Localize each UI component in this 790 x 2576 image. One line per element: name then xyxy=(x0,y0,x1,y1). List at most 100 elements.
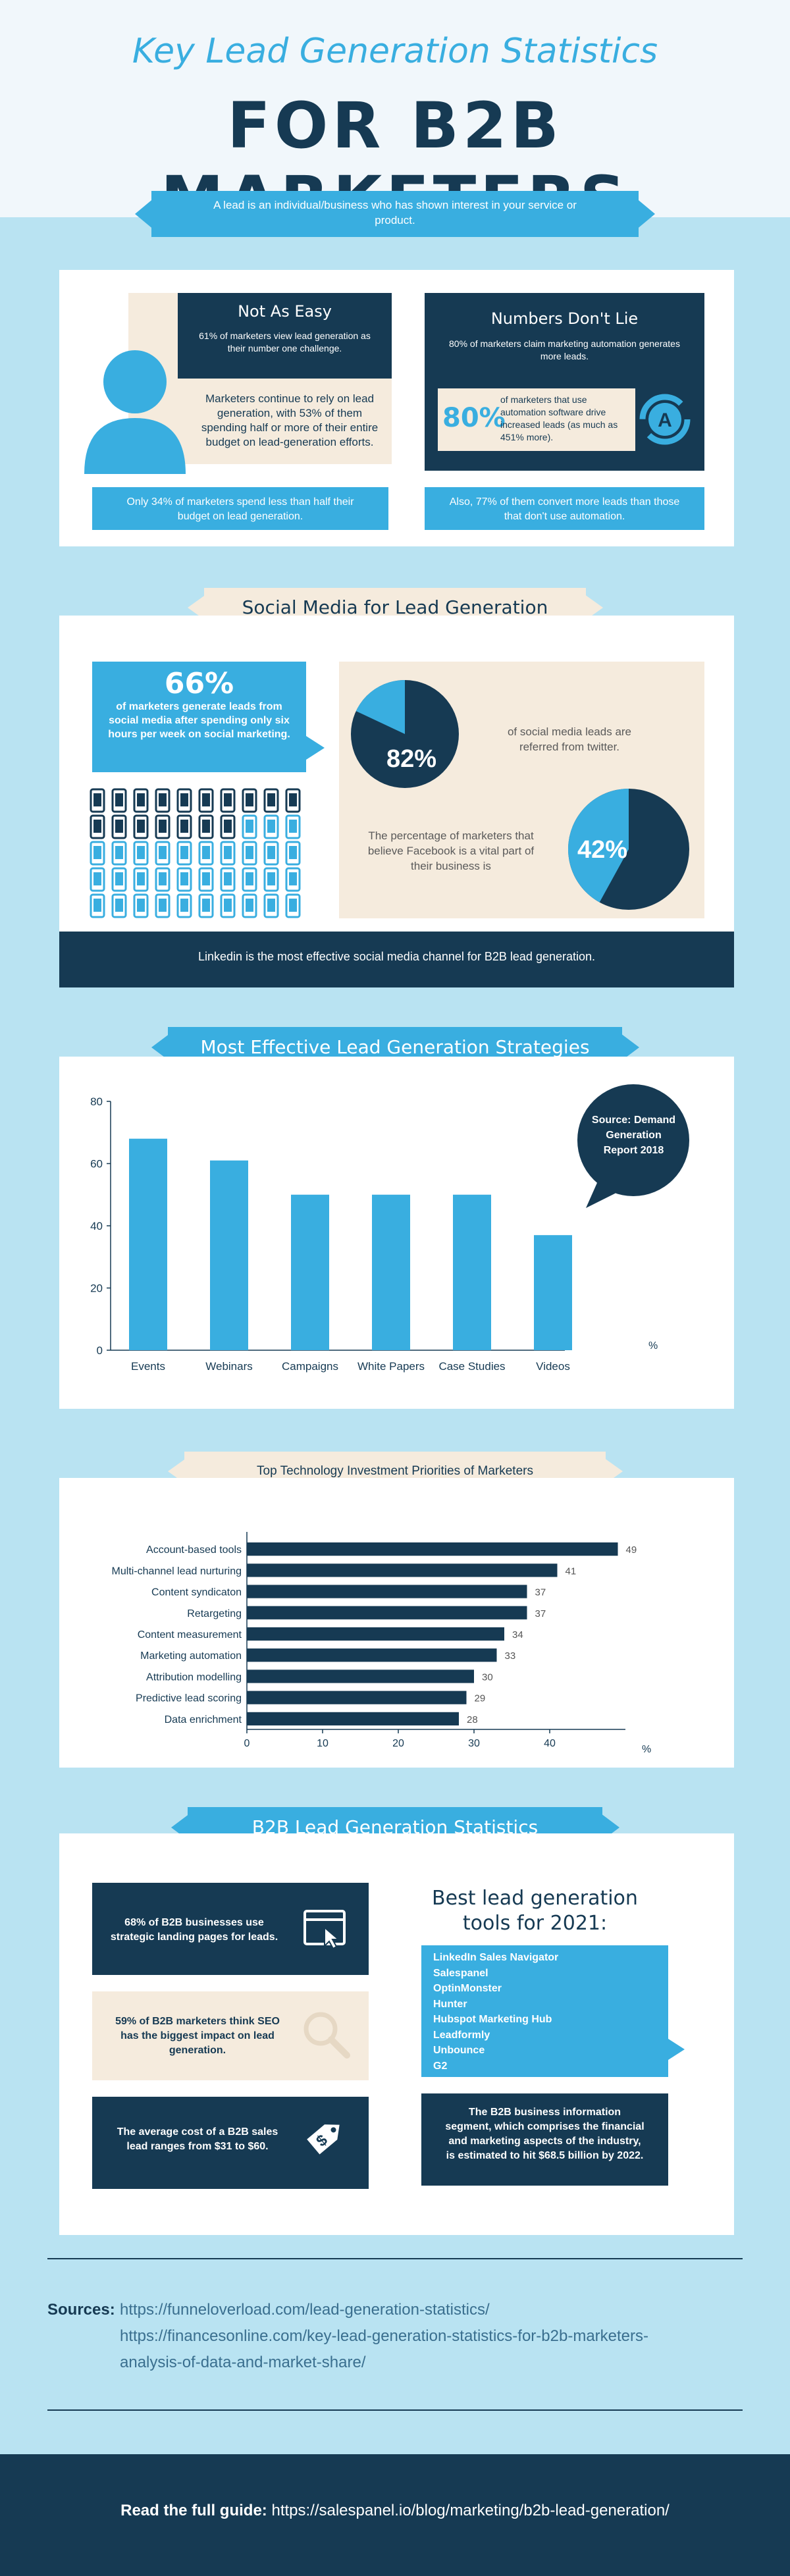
bar xyxy=(129,1138,167,1350)
phone-icon xyxy=(198,841,214,866)
phone-icon xyxy=(133,893,149,918)
phone-icon xyxy=(285,841,301,866)
technology-ribbon-text: Top Technology Investment Priorities of … xyxy=(257,1464,533,1478)
phone-icon xyxy=(220,788,236,813)
y-tick-label: Data enrichment xyxy=(165,1714,242,1725)
x-tick-label: White Papers xyxy=(357,1360,425,1373)
data-label: 49 xyxy=(626,1544,637,1556)
not-as-easy-stat: 61% of marketers view lead generation as… xyxy=(199,330,371,354)
pie-82-label: 82% xyxy=(386,745,436,773)
fact-seo-text: 59% of B2B marketers think SEO has the b… xyxy=(115,2016,280,2056)
automation-cycle-icon: A xyxy=(639,394,691,445)
data-label: 30 xyxy=(482,1671,493,1683)
phone-icon xyxy=(111,867,127,892)
x-tick-label: 30 xyxy=(468,1738,480,1749)
x-tick-label: Campaigns xyxy=(282,1360,338,1373)
sources-divider-bottom xyxy=(47,2409,743,2411)
pie-42: 42% xyxy=(568,789,689,910)
tools-list-pointer xyxy=(666,2037,685,2061)
phone-icon xyxy=(198,814,214,839)
phone-icon xyxy=(198,893,214,918)
y-unit-label: % xyxy=(648,1340,658,1352)
x-tick-label: Case Studies xyxy=(438,1360,505,1373)
intro-ribbon-right-tail xyxy=(635,197,655,230)
bar xyxy=(247,1542,618,1556)
phone-icon xyxy=(133,814,149,839)
phone-icon xyxy=(155,841,171,866)
phone-icon xyxy=(133,841,149,866)
footer-background xyxy=(0,2454,790,2576)
phone-icon xyxy=(111,788,127,813)
y-tick-label: 80 xyxy=(90,1095,103,1108)
segment-box: The B2B business information segment, wh… xyxy=(421,2093,668,2186)
bar xyxy=(247,1627,504,1641)
pie-42-label: 42% xyxy=(577,836,627,864)
person-icon xyxy=(84,350,186,474)
x-tick-label: Webinars xyxy=(205,1360,253,1373)
y-tick-label: Attribution modelling xyxy=(146,1671,242,1683)
phone-icon xyxy=(90,867,105,892)
social-66-pointer xyxy=(306,736,325,760)
intro-ribbon: A lead is an individual/business who has… xyxy=(151,191,639,237)
x-unit-label: % xyxy=(642,1744,651,1755)
numbers-pct-box xyxy=(438,388,635,451)
technology-bar-chart: 0 10 20 30 40 Account-based tools 49 Multi-chan… xyxy=(112,1532,651,1755)
header-background xyxy=(0,0,790,217)
phone-icon xyxy=(90,893,105,918)
phone-icon xyxy=(155,788,171,813)
phone-icon xyxy=(176,893,192,918)
magnifier-icon xyxy=(303,2012,350,2059)
social-66-box: 66% of marketers generate leads from soc… xyxy=(92,662,306,772)
phone-icon xyxy=(198,788,214,813)
data-label: 28 xyxy=(467,1714,478,1725)
bar xyxy=(372,1194,410,1350)
strategies-bar-chart: 0 20 40 60 80 Events Webinars Campaigns White Pa… xyxy=(90,1095,658,1373)
bar xyxy=(291,1194,329,1350)
automation-icon-letter: A xyxy=(658,409,672,431)
bar xyxy=(247,1648,497,1662)
numbers-pct-text: of marketers that use automation softwar… xyxy=(500,394,618,442)
footer-url[interactable]: https://salespanel.io/blog/marketing/b2b… xyxy=(271,2502,670,2519)
x-tick-label: 20 xyxy=(392,1738,404,1749)
y-tick-label: 0 xyxy=(97,1344,103,1357)
y-tick-label: 20 xyxy=(90,1282,103,1295)
bar xyxy=(247,1564,558,1577)
data-label: 34 xyxy=(512,1629,523,1641)
not-as-easy-header-box: Not As Easy 61% of marketers view lead g… xyxy=(178,293,392,379)
phone-icon xyxy=(90,788,105,813)
price-tag-icon: $ xyxy=(307,2124,340,2155)
phone-icon xyxy=(176,841,192,866)
y-tick-label: 40 xyxy=(90,1220,103,1232)
bar xyxy=(210,1160,248,1350)
data-label: 37 xyxy=(535,1608,546,1619)
sources-link-1[interactable]: https://funneloverload.com/lead-generati… xyxy=(120,2301,490,2319)
fact-landing-pages-box xyxy=(92,1883,369,1975)
segment-text: The B2B business information segment, wh… xyxy=(445,2107,645,2161)
phone-icon xyxy=(285,867,301,892)
y-tick-label: Multi-channel lead nurturing xyxy=(112,1565,242,1577)
data-label: 29 xyxy=(475,1693,486,1704)
bar xyxy=(247,1669,474,1683)
phone-icon xyxy=(111,893,127,918)
tool-item: Hunter xyxy=(433,1998,467,2010)
sources-link-2[interactable]: https://financesonline.com/key-lead-gene… xyxy=(120,2327,649,2345)
x-tick-label: 40 xyxy=(544,1738,556,1749)
pie-82-remainder-slice xyxy=(356,680,405,734)
phone-icon xyxy=(242,814,257,839)
not-as-easy-heading: Not As Easy xyxy=(238,302,332,321)
phone-icon xyxy=(111,814,127,839)
numbers-dont-lie-heading: Numbers Don't Lie xyxy=(490,309,639,328)
tool-item: Leadformly xyxy=(433,2029,490,2041)
phone-icon xyxy=(133,788,149,813)
title-top: Key Lead Generation Statistics xyxy=(132,32,658,71)
phone-icon xyxy=(285,814,301,839)
sources-divider-top xyxy=(47,2258,743,2259)
bar xyxy=(247,1585,527,1598)
tool-item: G2 xyxy=(433,2060,448,2072)
sources-link-2-cont[interactable]: analysis-of-data-and-market-share/ xyxy=(120,2353,366,2371)
phone-icon xyxy=(242,867,257,892)
phone-grid xyxy=(90,788,301,918)
phone-icon xyxy=(263,788,279,813)
phone-icon xyxy=(242,841,257,866)
phone-icon xyxy=(263,867,279,892)
